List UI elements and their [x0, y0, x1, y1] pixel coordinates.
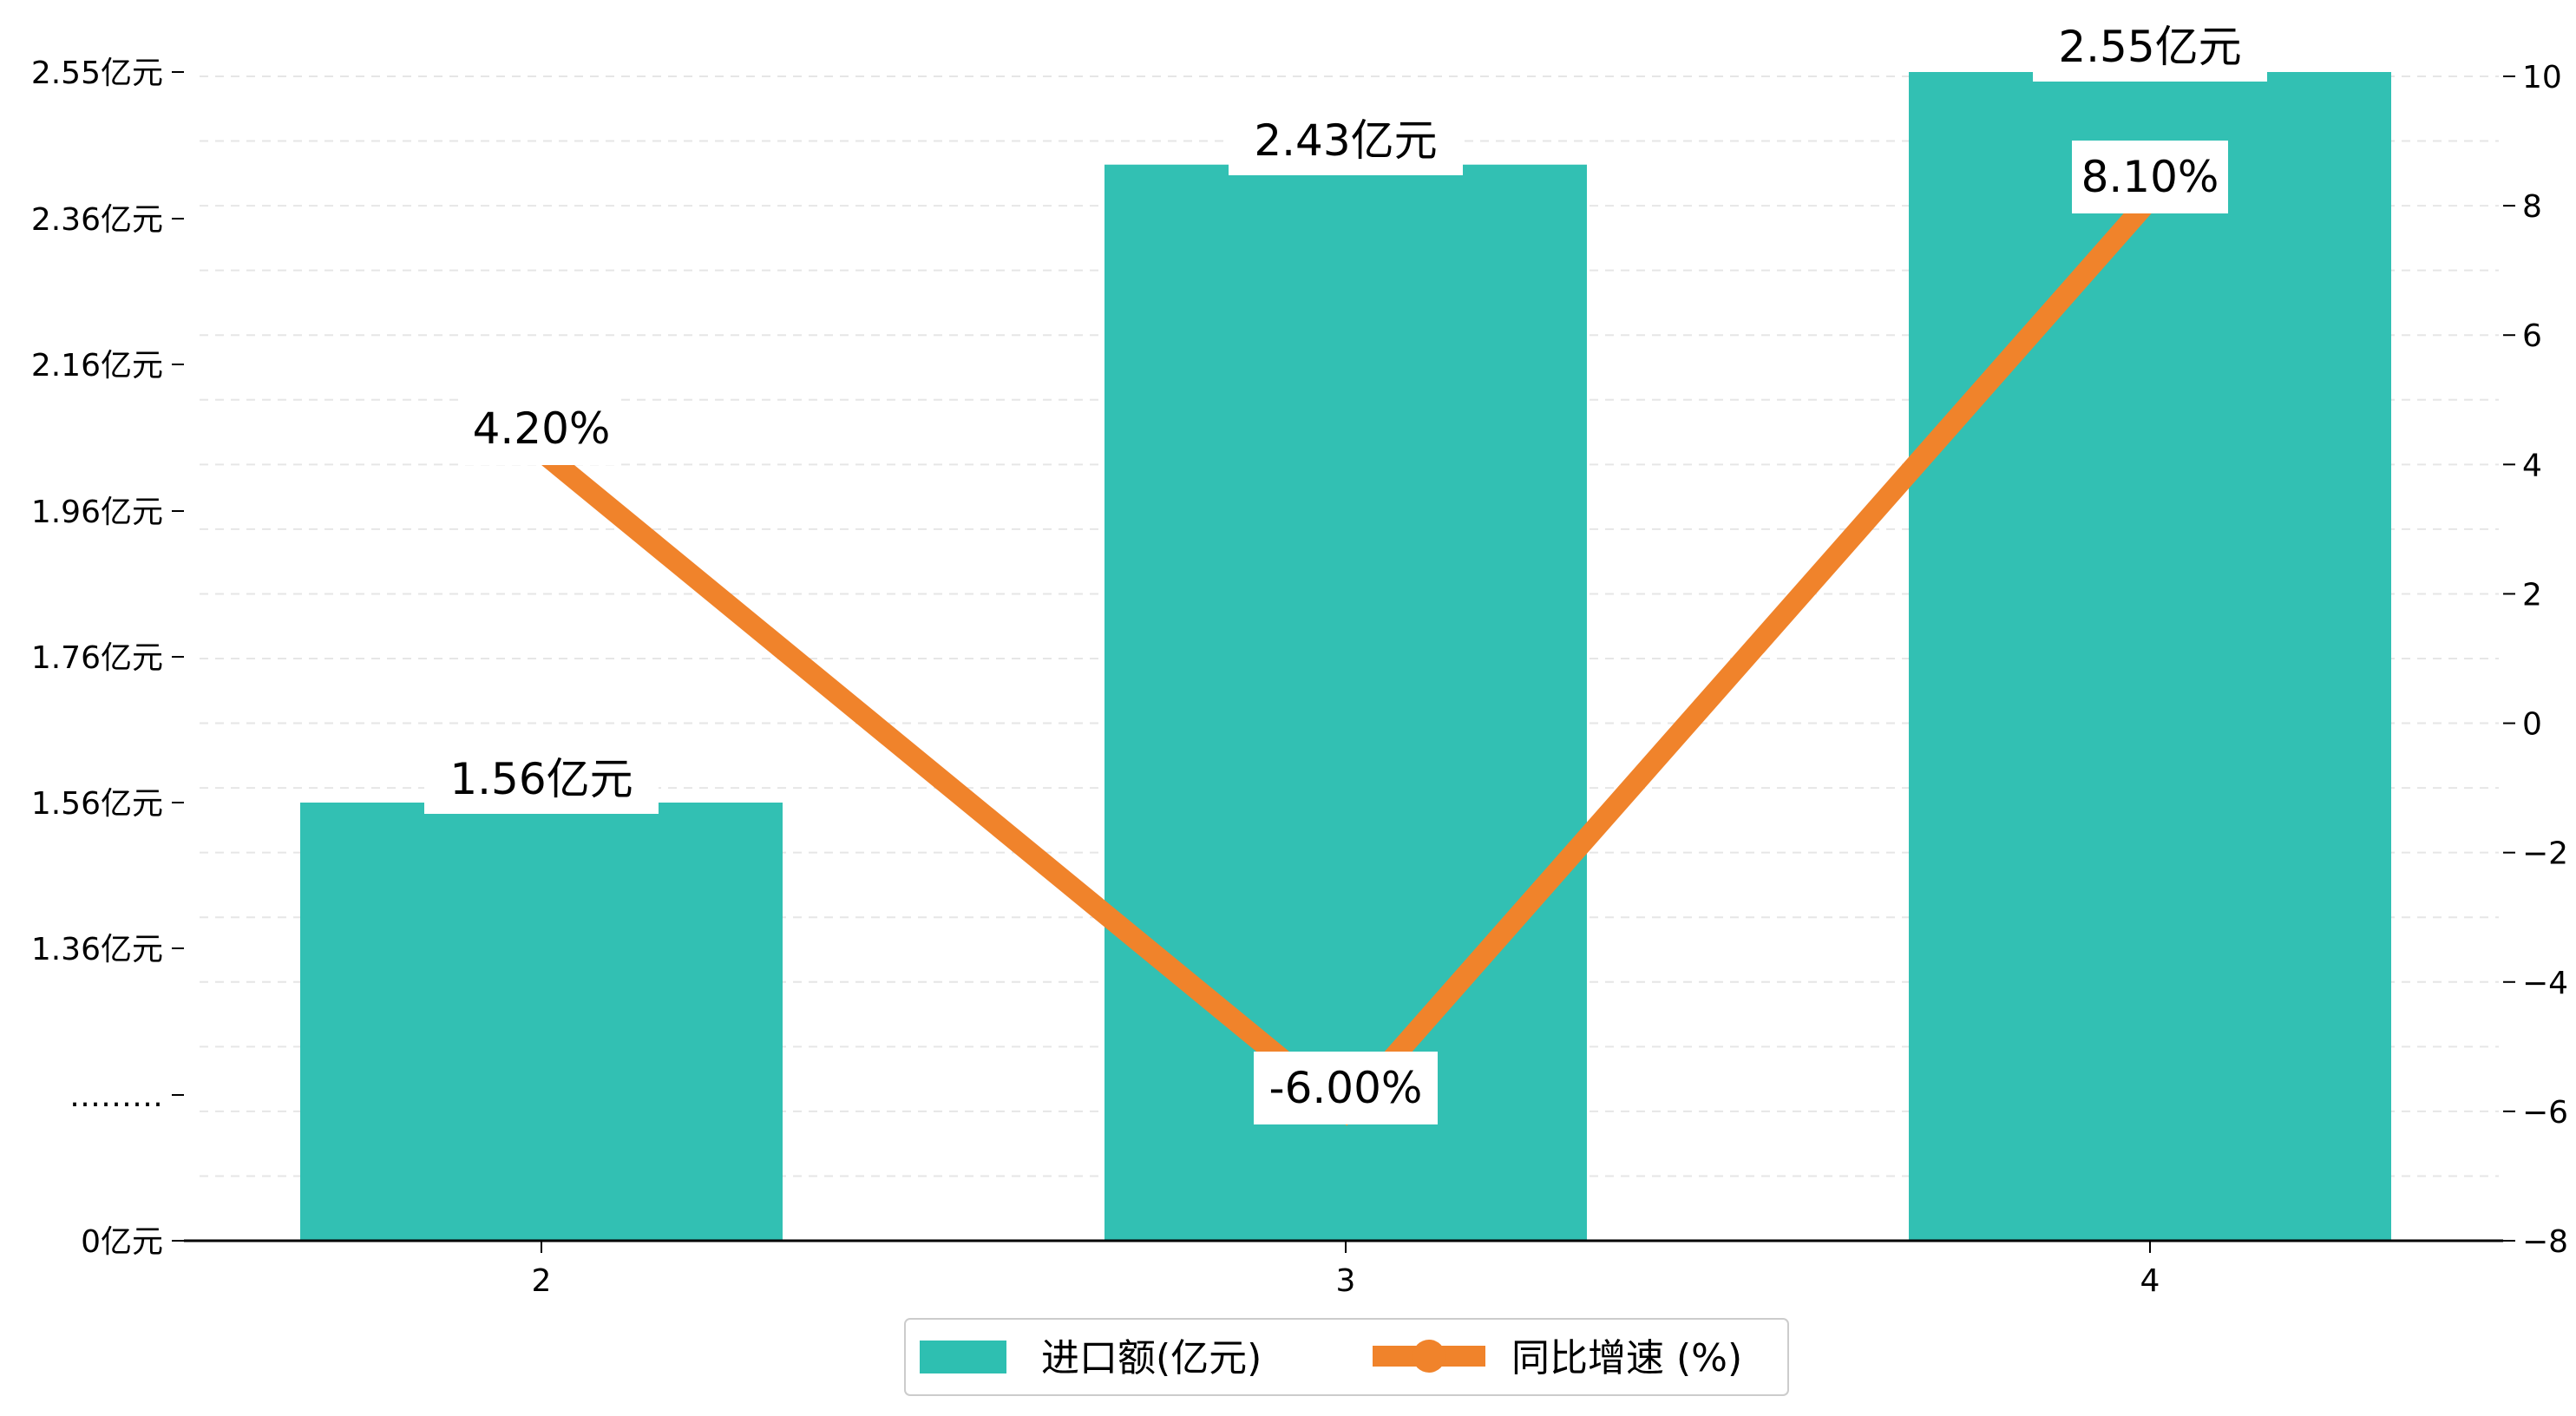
bar-value-label-box — [2033, 12, 2267, 82]
y-left-tick-label: 2.16亿元 — [31, 348, 163, 384]
y-right-tick-label: 2 — [2522, 577, 2542, 613]
data-labels: 1.56亿元 2.43亿元 2.55亿元 4.20% -6.00% 8.10% — [424, 12, 2267, 1124]
y-right-tick-label: −8 — [2522, 1224, 2568, 1260]
legend-swatch-bar — [920, 1341, 1006, 1373]
y-right-tick-label: 8 — [2522, 189, 2542, 225]
y-right-tick-label: −2 — [2522, 836, 2568, 872]
y-left-tick-label: 2.55亿元 — [31, 56, 163, 91]
bar-value-label-box — [424, 744, 659, 814]
bar-value-label: 1.56亿元 — [449, 754, 633, 804]
y-left-tick-label: 2.36亿元 — [31, 202, 163, 238]
line-value-label-box — [463, 392, 619, 465]
line-value-label: 8.10% — [2081, 152, 2219, 202]
legend-swatch-marker — [1413, 1340, 1445, 1373]
y-right-tick-label: −4 — [2522, 966, 2568, 1001]
x-tick-label: 3 — [1336, 1263, 1356, 1299]
y-left-tick-label: ……… — [69, 1078, 163, 1114]
x-tick-label: 4 — [2140, 1263, 2160, 1299]
x-tick-label: 2 — [532, 1263, 552, 1299]
bar-value-label-box — [1229, 106, 1463, 175]
legend: 进口额(亿元) 同比增速 (%) — [904, 1318, 1789, 1396]
y-right-tick-label: −6 — [2522, 1095, 2568, 1131]
y-right-tick-label: 0 — [2522, 707, 2542, 743]
bar — [1909, 72, 2391, 1241]
bar-value-label: 2.55亿元 — [2058, 22, 2241, 72]
bar-value-label: 2.43亿元 — [1254, 115, 1437, 166]
line-value-label-box — [2072, 141, 2228, 213]
y-right-tick-label: 4 — [2522, 448, 2542, 483]
legend-frame — [904, 1318, 1789, 1396]
legend-label-bar: 进口额(亿元) — [1041, 1336, 1262, 1380]
bar — [300, 803, 783, 1241]
y-left-tick-label: 1.36亿元 — [31, 932, 163, 967]
right-axis: −8 −6 −4 −2 0 2 4 6 8 10 — [2503, 60, 2568, 1260]
x-axis: 2 3 4 — [184, 1239, 2503, 1299]
line-value-label: 4.20% — [473, 403, 611, 454]
line-value-label-box — [1254, 1052, 1438, 1124]
legend-label-line: 同比增速 (%) — [1511, 1336, 1742, 1380]
y-left-tick-label: 0亿元 — [81, 1224, 163, 1260]
y-right-tick-label: 10 — [2522, 60, 2562, 95]
y-left-tick-label: 1.96亿元 — [31, 495, 163, 530]
y-left-tick-label: 1.56亿元 — [31, 786, 163, 822]
line-value-label: -6.00% — [1269, 1063, 1423, 1113]
y-right-tick-label: 6 — [2522, 318, 2542, 354]
y-left-tick-label: 1.76亿元 — [31, 640, 163, 676]
left-axis: 0亿元 ……… 1.36亿元 1.56亿元 1.76亿元 1.96亿元 2.16亿元 2.36… — [31, 56, 184, 1260]
